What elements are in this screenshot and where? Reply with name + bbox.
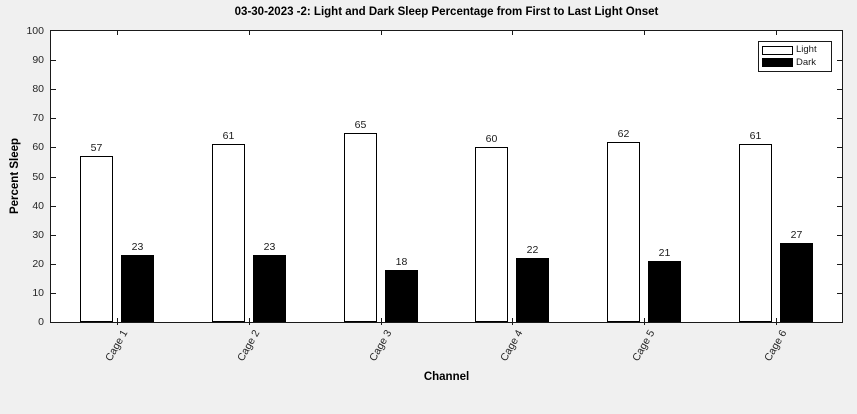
y-tick-right <box>837 147 842 148</box>
bar-dark-cage-2 <box>253 255 286 322</box>
bar-value-dark-4: 22 <box>526 244 539 256</box>
bar-dark-cage-1 <box>121 255 154 322</box>
y-tick-label-10: 10 <box>32 287 44 299</box>
x-tick-top <box>249 31 250 35</box>
x-tick-bottom <box>117 318 118 322</box>
y-tick-label-70: 70 <box>32 112 44 124</box>
y-tick-left <box>51 293 56 294</box>
legend-swatch-dark <box>762 58 793 68</box>
x-tick-label-cage-1: Cage 1 <box>103 328 131 364</box>
bar-light-cage-4 <box>475 147 508 322</box>
legend-label-dark: Dark <box>796 56 817 68</box>
legend-item-dark: Dark <box>762 56 828 68</box>
bar-value-light-6: 61 <box>749 130 762 142</box>
x-tick-bottom <box>512 318 513 322</box>
y-tick-label-40: 40 <box>32 200 44 212</box>
y-tick-right <box>837 177 842 178</box>
x-tick-label-cage-2: Cage 2 <box>235 328 263 364</box>
x-tick-stub <box>644 322 645 325</box>
plot-area: 57 23 61 23 65 18 60 22 62 21 61 27 <box>50 30 843 323</box>
bar-value-dark-5: 21 <box>658 247 671 259</box>
legend: Light Dark <box>758 41 832 72</box>
x-tick-top <box>776 31 777 35</box>
bar-light-cage-2 <box>212 144 245 322</box>
y-tick-left <box>51 177 56 178</box>
x-tick-bottom <box>644 318 645 322</box>
y-tick-left <box>51 264 56 265</box>
y-tick-left <box>51 60 56 61</box>
x-tick-label-cage-5: Cage 5 <box>630 328 658 364</box>
legend-item-light: Light <box>762 45 828 55</box>
y-tick-left <box>51 118 56 119</box>
x-tick-stub <box>117 322 118 325</box>
y-tick-right <box>837 60 842 61</box>
bar-value-light-2: 61 <box>222 130 235 142</box>
y-tick-label-50: 50 <box>32 171 44 183</box>
y-tick-label-80: 80 <box>32 83 44 95</box>
y-tick-right <box>837 206 842 207</box>
y-tick-right <box>837 118 842 119</box>
legend-label-light: Light <box>796 44 817 56</box>
y-tick-label-90: 90 <box>32 54 44 66</box>
legend-swatch-light <box>762 45 793 55</box>
y-tick-right <box>837 293 842 294</box>
x-tick-stub <box>512 322 513 325</box>
bar-light-cage-6 <box>739 144 772 322</box>
x-tick-top <box>117 31 118 35</box>
bar-light-cage-5 <box>607 142 640 322</box>
x-tick-top <box>644 31 645 35</box>
x-tick-bottom <box>381 318 382 322</box>
bar-value-dark-6: 27 <box>790 229 803 241</box>
bar-light-cage-3 <box>344 133 377 322</box>
bar-value-dark-3: 18 <box>395 256 408 268</box>
bar-value-light-1: 57 <box>90 142 103 154</box>
bar-dark-cage-4 <box>516 258 549 322</box>
bar-value-light-3: 65 <box>354 119 367 131</box>
y-tick-label-100: 100 <box>26 25 44 37</box>
bar-dark-cage-5 <box>648 261 681 322</box>
bar-value-dark-2: 23 <box>263 241 276 253</box>
x-tick-label-cage-6: Cage 6 <box>762 328 790 364</box>
x-tick-stub <box>381 322 382 325</box>
bar-value-light-5: 62 <box>617 128 630 140</box>
y-tick-label-60: 60 <box>32 141 44 153</box>
bar-value-light-4: 60 <box>485 133 498 145</box>
y-tick-left <box>51 206 56 207</box>
x-tick-bottom <box>776 318 777 322</box>
chart-title: 03-30-2023 -2: Light and Dark Sleep Perc… <box>234 6 659 18</box>
bar-light-cage-1 <box>80 156 113 322</box>
x-tick-label-cage-3: Cage 3 <box>367 328 395 364</box>
x-tick-label-cage-4: Cage 4 <box>498 328 526 364</box>
bar-dark-cage-3 <box>385 270 418 322</box>
x-tick-stub <box>249 322 250 325</box>
bar-value-dark-1: 23 <box>131 241 144 253</box>
y-tick-right <box>837 89 842 90</box>
x-tick-bottom <box>249 318 250 322</box>
y-tick-left <box>51 147 56 148</box>
y-tick-label-20: 20 <box>32 258 44 270</box>
y-tick-left <box>51 89 56 90</box>
y-tick-right <box>837 235 842 236</box>
x-tick-top <box>512 31 513 35</box>
bar-dark-cage-6 <box>780 243 813 322</box>
x-axis-label: Channel <box>423 371 470 383</box>
y-tick-left <box>51 235 56 236</box>
x-tick-top <box>381 31 382 35</box>
y-tick-label-0: 0 <box>38 316 44 328</box>
y-tick-label-30: 30 <box>32 229 44 241</box>
x-tick-stub <box>776 322 777 325</box>
y-tick-right <box>837 264 842 265</box>
